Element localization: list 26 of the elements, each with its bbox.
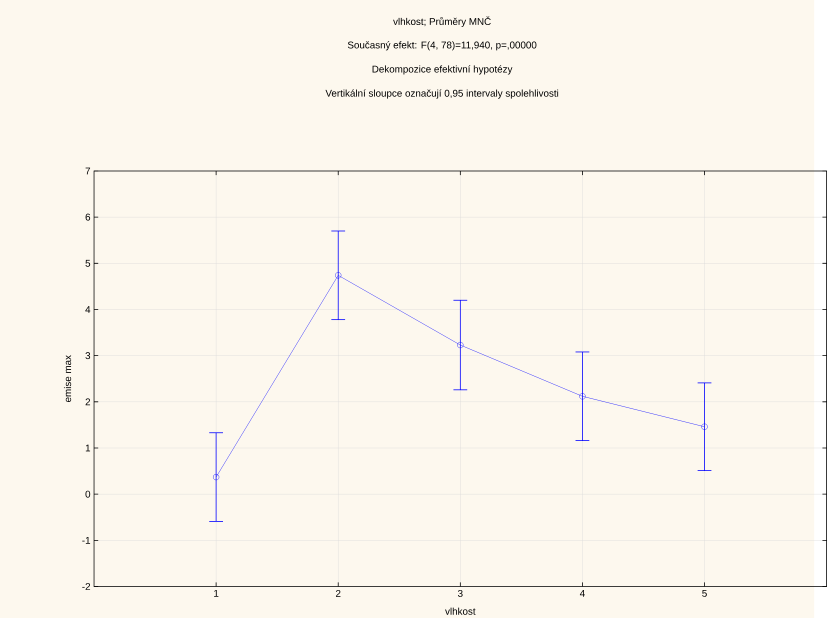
y-tick-label: 2: [86, 398, 90, 406]
point: [701, 423, 708, 430]
y-tick-label: 0: [85, 490, 90, 498]
text: Vertikální sloupce označují 0,95 intervaly spolehlivosti: [325, 89, 558, 98]
y-tick-label: 5: [86, 260, 90, 267]
y-tick-label: 7: [86, 167, 90, 174]
y-tick-label: -2: [82, 582, 90, 590]
text: Dekompozice efektivní hypotézy: [372, 65, 512, 74]
chart-subtitle: Současný efekt: F(4, 78)=11,940, p=,00000: [348, 40, 536, 50]
x-axis-title: vlhkost: [445, 607, 476, 615]
y-tick-label: -1: [82, 536, 90, 544]
y-tick-label: 6: [86, 214, 90, 220]
x-tick-label: 5: [702, 590, 707, 597]
point: [579, 392, 586, 400]
x-tick-label: 3: [458, 590, 463, 597]
y-tick-label: 4: [85, 306, 90, 313]
x-tick-label: 4: [580, 590, 585, 597]
point: [457, 342, 464, 348]
y-tick-label: 3: [85, 352, 90, 359]
y-axis-title: emise max: [64, 354, 72, 402]
y-tick-label: 1: [86, 444, 90, 452]
x-tick-label: 1: [214, 590, 218, 597]
point: [335, 272, 342, 278]
chart-title: vlhkost; Průměry MNČ: [393, 16, 491, 27]
x-tick-label: 2: [336, 590, 340, 597]
point: [212, 474, 220, 480]
